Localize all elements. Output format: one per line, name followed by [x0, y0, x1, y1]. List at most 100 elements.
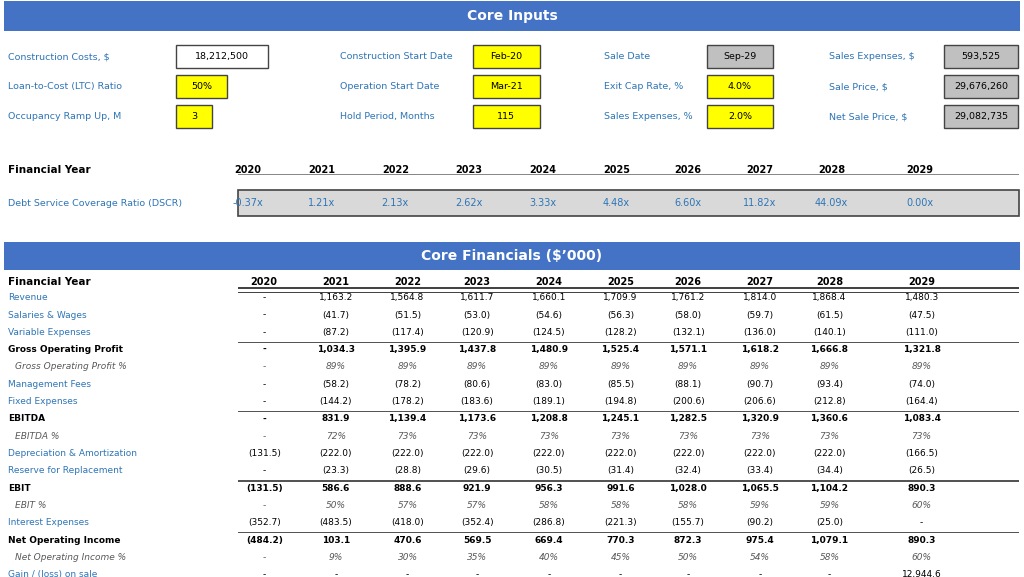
- Text: (222.0): (222.0): [672, 449, 705, 458]
- Text: (140.1): (140.1): [813, 328, 846, 337]
- Text: Interest Expenses: Interest Expenses: [8, 518, 89, 527]
- Text: 58%: 58%: [819, 553, 840, 562]
- Text: 2025: 2025: [603, 165, 630, 175]
- Text: 593,525: 593,525: [962, 52, 1000, 61]
- Text: 59%: 59%: [750, 501, 770, 510]
- Text: (222.0): (222.0): [532, 449, 565, 458]
- Text: 586.6: 586.6: [322, 484, 350, 493]
- Text: (136.0): (136.0): [743, 328, 776, 337]
- Text: (41.7): (41.7): [323, 310, 349, 320]
- Text: (484.2): (484.2): [246, 535, 283, 545]
- Text: 50%: 50%: [326, 501, 346, 510]
- Text: (120.9): (120.9): [461, 328, 494, 337]
- Text: 9%: 9%: [329, 553, 343, 562]
- Text: 975.4: 975.4: [745, 535, 774, 545]
- Text: 1,065.5: 1,065.5: [741, 484, 778, 493]
- Text: Debt Service Coverage Ratio (DSCR): Debt Service Coverage Ratio (DSCR): [8, 198, 182, 208]
- Text: 3: 3: [191, 112, 197, 121]
- Text: -: -: [827, 570, 831, 577]
- Bar: [473, 75, 540, 98]
- Text: 2.0%: 2.0%: [728, 112, 752, 121]
- Text: 1,173.6: 1,173.6: [458, 414, 497, 424]
- Text: (418.0): (418.0): [391, 518, 424, 527]
- Text: Sep-29: Sep-29: [723, 52, 757, 61]
- Text: Mar-21: Mar-21: [490, 82, 522, 91]
- Text: 73%: 73%: [911, 432, 932, 441]
- Text: Construction Costs, $: Construction Costs, $: [8, 52, 110, 61]
- Text: 1,028.0: 1,028.0: [670, 484, 707, 493]
- Text: Sales Expenses, %: Sales Expenses, %: [604, 112, 693, 121]
- Text: 2027: 2027: [746, 165, 773, 175]
- Text: 2025: 2025: [607, 276, 634, 287]
- Text: 60%: 60%: [911, 501, 932, 510]
- Text: 103.1: 103.1: [322, 535, 350, 545]
- Text: 29,082,735: 29,082,735: [954, 112, 1008, 121]
- Text: 770.3: 770.3: [606, 535, 635, 545]
- Bar: [238, 532, 1019, 533]
- Text: 2.13x: 2.13x: [382, 198, 409, 208]
- Text: 1,480.9: 1,480.9: [529, 345, 568, 354]
- Text: (222.0): (222.0): [743, 449, 776, 458]
- Text: (124.5): (124.5): [532, 328, 565, 337]
- Text: 921.9: 921.9: [463, 484, 492, 493]
- Text: 73%: 73%: [397, 432, 418, 441]
- Text: -0.37x: -0.37x: [232, 198, 263, 208]
- Text: 1,571.1: 1,571.1: [669, 345, 708, 354]
- Text: (221.3): (221.3): [604, 518, 637, 527]
- Text: EBITDA: EBITDA: [8, 414, 45, 424]
- Text: 2029: 2029: [908, 276, 935, 287]
- Text: -: -: [262, 553, 266, 562]
- Text: (88.1): (88.1): [675, 380, 701, 389]
- Text: 44.09x: 44.09x: [815, 198, 848, 208]
- Text: Sales Expenses, $: Sales Expenses, $: [829, 52, 915, 61]
- Text: 890.3: 890.3: [907, 484, 936, 493]
- Bar: [707, 45, 773, 68]
- Text: 1,104.2: 1,104.2: [810, 484, 849, 493]
- Text: (78.2): (78.2): [394, 380, 421, 389]
- Bar: [238, 287, 1019, 288]
- Text: 1,660.1: 1,660.1: [531, 293, 566, 302]
- Text: (286.8): (286.8): [532, 518, 565, 527]
- Text: Revenue: Revenue: [8, 293, 48, 302]
- Bar: [473, 45, 540, 68]
- Text: 2027: 2027: [746, 276, 773, 287]
- Text: Sale Price, $: Sale Price, $: [829, 82, 888, 91]
- Text: (31.4): (31.4): [607, 466, 634, 475]
- Text: (189.1): (189.1): [532, 397, 565, 406]
- Text: 569.5: 569.5: [463, 535, 492, 545]
- Text: 991.6: 991.6: [606, 484, 635, 493]
- Text: 73%: 73%: [750, 432, 770, 441]
- Text: (144.2): (144.2): [319, 397, 352, 406]
- Bar: [238, 342, 1019, 343]
- Text: 50%: 50%: [191, 82, 212, 91]
- Text: 1,666.8: 1,666.8: [810, 345, 849, 354]
- Text: (58.0): (58.0): [675, 310, 701, 320]
- Text: 1,525.4: 1,525.4: [601, 345, 640, 354]
- Text: 2021: 2021: [323, 276, 349, 287]
- Text: 1,564.8: 1,564.8: [390, 293, 425, 302]
- Text: Occupancy Ramp Up, M: Occupancy Ramp Up, M: [8, 112, 122, 121]
- Text: -: -: [758, 570, 762, 577]
- Text: (30.5): (30.5): [536, 466, 562, 475]
- Text: Net Operating Income %: Net Operating Income %: [15, 553, 127, 562]
- Text: 89%: 89%: [911, 362, 932, 372]
- Text: 1,360.6: 1,360.6: [811, 414, 848, 424]
- Text: 73%: 73%: [610, 432, 631, 441]
- Bar: [176, 45, 268, 68]
- Text: -: -: [334, 570, 338, 577]
- Text: Depreciation & Amortization: Depreciation & Amortization: [8, 449, 137, 458]
- Text: 29,676,260: 29,676,260: [954, 82, 1008, 91]
- Text: (90.7): (90.7): [746, 380, 773, 389]
- Text: (352.4): (352.4): [461, 518, 494, 527]
- Text: Reserve for Replacement: Reserve for Replacement: [8, 466, 123, 475]
- Text: 89%: 89%: [610, 362, 631, 372]
- Text: 2023: 2023: [456, 165, 482, 175]
- Text: -: -: [262, 328, 266, 337]
- Text: 2028: 2028: [816, 276, 843, 287]
- Text: EBIT %: EBIT %: [15, 501, 47, 510]
- Text: (206.6): (206.6): [743, 397, 776, 406]
- Text: (111.0): (111.0): [905, 328, 938, 337]
- Text: (222.0): (222.0): [604, 449, 637, 458]
- Text: 2021: 2021: [308, 165, 335, 175]
- Text: EBITDA %: EBITDA %: [15, 432, 59, 441]
